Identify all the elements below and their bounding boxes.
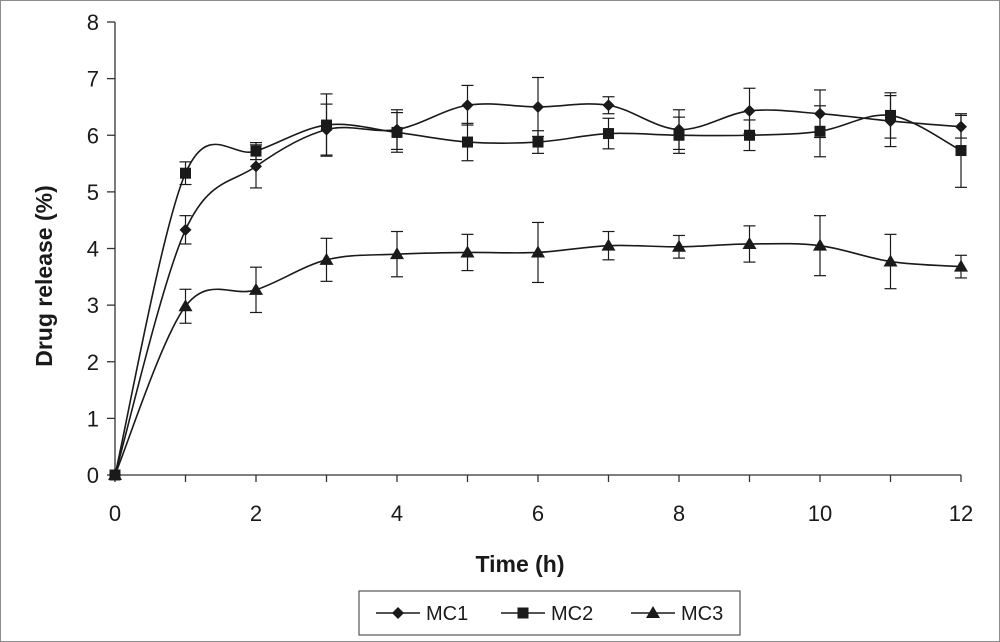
y-tick-label: 2 bbox=[87, 350, 99, 375]
y-tick-label: 7 bbox=[87, 67, 99, 92]
data-point bbox=[532, 100, 544, 113]
series-line bbox=[114, 114, 962, 476]
legend-marker bbox=[392, 607, 404, 619]
legend-label: MC3 bbox=[681, 603, 723, 625]
legend-item-mc1: MC1 bbox=[376, 603, 468, 625]
data-point bbox=[461, 99, 474, 112]
y-axis-title: Drug release (%) bbox=[31, 185, 57, 367]
data-point bbox=[744, 129, 755, 141]
legend: MC1 MC2 MC3 bbox=[358, 590, 741, 636]
legend-marker bbox=[517, 607, 529, 619]
y-tick-label: 5 bbox=[87, 180, 99, 205]
y-tick-label: 6 bbox=[87, 123, 99, 148]
data-point bbox=[742, 236, 757, 249]
data-point bbox=[954, 259, 968, 272]
data-point bbox=[179, 223, 192, 236]
data-point bbox=[391, 126, 403, 138]
data-point bbox=[321, 119, 332, 131]
data-point bbox=[319, 252, 334, 265]
x-tick-label: 6 bbox=[532, 501, 544, 526]
plot-area bbox=[108, 76, 968, 481]
y-tick-label: 4 bbox=[87, 237, 99, 262]
data-point bbox=[885, 109, 896, 121]
legend-label: MC2 bbox=[551, 603, 593, 625]
data-point bbox=[601, 238, 616, 251]
x-tick-label: 12 bbox=[949, 501, 973, 526]
x-tick-label: 10 bbox=[808, 501, 832, 526]
y-tick-label: 1 bbox=[87, 406, 99, 431]
legend-label: MC1 bbox=[426, 603, 468, 625]
data-point bbox=[180, 167, 191, 179]
x-tick-label: 0 bbox=[109, 501, 121, 526]
data-point bbox=[813, 238, 827, 251]
data-point bbox=[814, 125, 826, 137]
data-point bbox=[602, 99, 615, 112]
data-point bbox=[673, 129, 685, 141]
data-point bbox=[250, 145, 262, 157]
data-point bbox=[531, 245, 545, 258]
data-point bbox=[250, 160, 262, 173]
legend-marker bbox=[646, 606, 660, 618]
data-point bbox=[178, 299, 193, 312]
data-point bbox=[249, 282, 263, 295]
data-point bbox=[743, 104, 756, 117]
legend-item-mc2: MC2 bbox=[501, 603, 593, 625]
data-point bbox=[532, 136, 544, 148]
data-point bbox=[108, 468, 122, 480]
series-mc3 bbox=[108, 215, 968, 480]
x-axis-title: Time (h) bbox=[475, 551, 564, 577]
legend-item-mc3: MC3 bbox=[631, 603, 723, 625]
x-tick-label: 2 bbox=[250, 501, 262, 526]
legend-box bbox=[358, 590, 741, 636]
y-tick-label: 0 bbox=[87, 463, 99, 488]
x-tick-label: 8 bbox=[673, 501, 685, 526]
data-point bbox=[883, 254, 898, 267]
series-mc2 bbox=[109, 92, 967, 481]
y-tick-label: 8 bbox=[87, 10, 99, 35]
data-point bbox=[460, 245, 475, 258]
y-tick-label: 3 bbox=[87, 293, 99, 318]
data-point bbox=[955, 145, 967, 157]
data-point bbox=[462, 136, 473, 148]
data-point bbox=[672, 239, 686, 252]
data-point bbox=[390, 247, 404, 260]
data-point bbox=[603, 128, 614, 140]
x-tick-label: 4 bbox=[391, 501, 403, 526]
series-line bbox=[114, 103, 962, 476]
